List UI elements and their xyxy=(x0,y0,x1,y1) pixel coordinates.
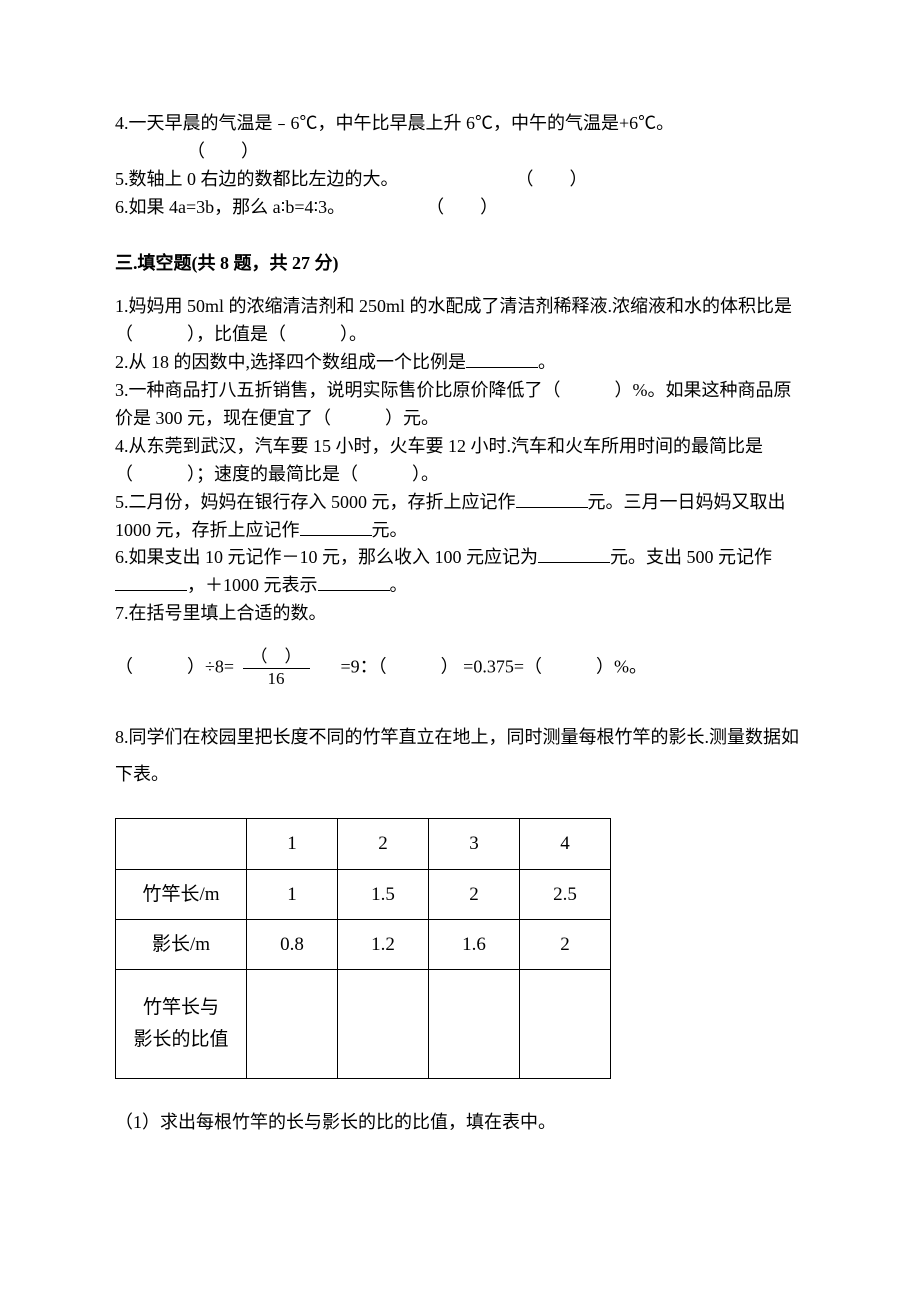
row-shadow-label: 影长/m xyxy=(116,919,247,969)
fill-q2: 2.从 18 的因数中,选择四个数组成一个比例是 。 xyxy=(115,349,805,377)
th-blank xyxy=(116,819,247,869)
ratio-label-line1: 竹竿长与 xyxy=(143,997,219,1018)
fill-q8-sub1: （1）求出每根竹竿的长与影长的比的比值，填在表中。 xyxy=(115,1109,805,1137)
fill-q5-blank2 xyxy=(300,517,372,536)
len-4: 2.5 xyxy=(520,869,611,919)
fill-q5-blank1 xyxy=(516,489,588,508)
fill-q4: 4.从东莞到武汉，汽车要 15 小时，火车要 12 小时.汽车和火车所用时间的最… xyxy=(115,433,805,489)
fill-q6b: 元。支出 500 元记作 xyxy=(610,547,772,567)
eq-lhs: （ ）÷8= xyxy=(115,656,234,676)
tf-q5: 5.数轴上 0 右边的数都比左边的大。 （ ） xyxy=(115,166,805,194)
ratio-2 xyxy=(338,970,429,1079)
fill-q7: 7.在括号里填上合适的数。 xyxy=(115,600,805,628)
ratio-3 xyxy=(429,970,520,1079)
fill-q5c: 元。 xyxy=(372,520,408,540)
th-2: 2 xyxy=(338,819,429,869)
row-ratio-label: 竹竿长与 影长的比值 xyxy=(116,970,247,1079)
fill-q2b: 。 xyxy=(538,352,556,372)
tf-q6: 6.如果 4a=3b，那么 a∶b=4∶3。 （ ） xyxy=(115,194,805,222)
fill-q3: 3.一种商品打八五折销售，说明实际售价比原价降低了（ ）%。如果这种商品原价是 … xyxy=(115,377,805,433)
eq-fraction-den: 16 xyxy=(243,669,310,689)
section3-heading: 三.填空题(共 8 题，共 27 分) xyxy=(115,250,805,278)
table-row-header: 1 2 3 4 xyxy=(116,819,611,869)
tf-q4-paren: （ ） xyxy=(115,138,805,166)
fill-q6a: 6.如果支出 10 元记作－10 元，那么收入 100 元应记为 xyxy=(115,547,538,567)
shadow-1: 0.8 xyxy=(247,919,338,969)
fill-q2a: 2.从 18 的因数中,选择四个数组成一个比例是 xyxy=(115,352,466,372)
len-1: 1 xyxy=(247,869,338,919)
table-row-length: 竹竿长/m 1 1.5 2 2.5 xyxy=(116,869,611,919)
fill-q6-blank2 xyxy=(115,572,187,591)
row-len-label: 竹竿长/m xyxy=(116,869,247,919)
shadow-4: 2 xyxy=(520,919,611,969)
tf-q4-text: 4.一天早晨的气温是﹣6℃，中午比早晨上升 6℃，中午的气温是+6℃。 xyxy=(115,110,805,138)
tf-q6-paren: （ ） xyxy=(426,197,498,217)
ratio-label-line2: 影长的比值 xyxy=(133,1029,228,1050)
fill-q5: 5.二月份，妈妈在银行存入 5000 元，存折上应记作元。三月一日妈妈又取出 1… xyxy=(115,489,805,545)
tf-q6-text: 6.如果 4a=3b，那么 a∶b=4∶3。 xyxy=(115,197,345,217)
table-row-shadow: 影长/m 0.8 1.2 1.6 2 xyxy=(116,919,611,969)
shadow-2: 1.2 xyxy=(338,919,429,969)
eq-fraction: （ ） 16 xyxy=(243,648,310,688)
shadow-3: 1.6 xyxy=(429,919,520,969)
tf-q5-paren: （ ） xyxy=(516,169,588,189)
fill-q6c: ，＋1000 元表示 xyxy=(187,575,318,595)
fill-q6: 6.如果支出 10 元记作－10 元，那么收入 100 元应记为 元。支出 500… xyxy=(115,544,805,600)
exam-page: 4.一天早晨的气温是﹣6℃，中午比早晨上升 6℃，中午的气温是+6℃。 （ ） … xyxy=(0,0,920,1217)
fill-q7-equation: （ ）÷8= （ ） 16 =9：（ ） =0.375=（ ）%。 xyxy=(115,648,805,688)
fill-q6-blank3 xyxy=(318,572,390,591)
len-2: 1.5 xyxy=(338,869,429,919)
ratio-1 xyxy=(247,970,338,1079)
fill-q8: 8.同学们在校园里把长度不同的竹竿直立在地上，同时测量每根竹竿的影长.测量数据如… xyxy=(115,719,805,795)
th-3: 3 xyxy=(429,819,520,869)
fill-q2-blank xyxy=(466,349,538,368)
fill-q5a: 5.二月份，妈妈在银行存入 5000 元，存折上应记作 xyxy=(115,492,516,512)
bamboo-table: 1 2 3 4 竹竿长/m 1 1.5 2 2.5 影长/m 0.8 1.2 1… xyxy=(115,818,611,1079)
fill-q6d: 。 xyxy=(390,575,408,595)
table-row-ratio: 竹竿长与 影长的比值 xyxy=(116,970,611,1079)
ratio-4 xyxy=(520,970,611,1079)
th-1: 1 xyxy=(247,819,338,869)
tf-q5-text: 5.数轴上 0 右边的数都比左边的大。 xyxy=(115,169,399,189)
fill-q6-blank1 xyxy=(538,544,610,563)
len-3: 2 xyxy=(429,869,520,919)
eq-fraction-num: （ ） xyxy=(243,648,310,669)
fill-q1: 1.妈妈用 50ml 的浓缩清洁剂和 250ml 的水配成了清洁剂稀释液.浓缩液… xyxy=(115,293,805,349)
th-4: 4 xyxy=(520,819,611,869)
eq-mid: =9：（ ） =0.375=（ ）%。 xyxy=(341,656,647,676)
